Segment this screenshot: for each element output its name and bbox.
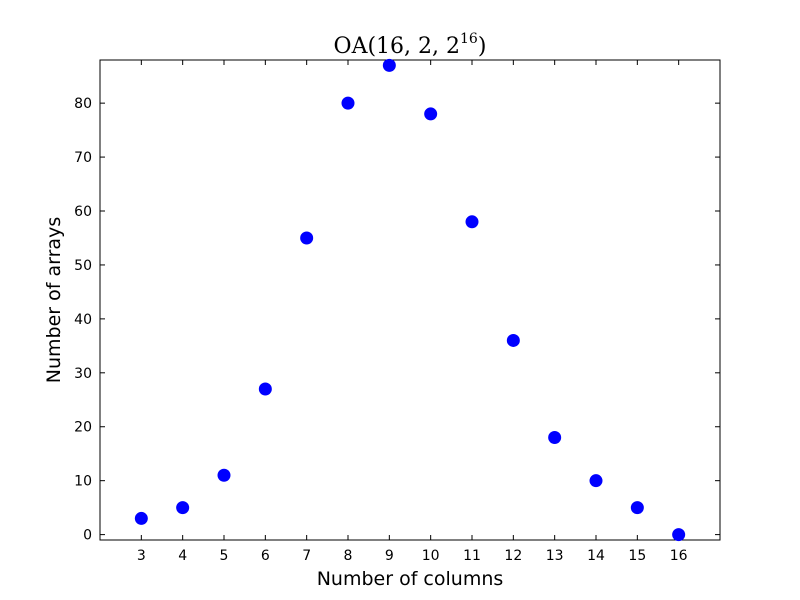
data-point [506,333,520,347]
y-tick-label: 60 [74,204,92,220]
plot-area: 3 4 5 6 7 8 9 10 11 12 13 14 15 16 0 10 20 30 40 50 60 70 80 [74,58,721,564]
data-point [424,107,438,121]
x-axis-label: Number of columns [317,568,504,590]
chart-title: OA(16, 2, 216) [334,31,487,59]
x-tick-label: 16 [670,548,688,564]
data-point [589,474,603,488]
x-tick-label: 4 [178,548,187,564]
chart-title-close: ) [478,34,487,59]
plot-frame [99,59,721,541]
x-tick-label: 5 [220,548,229,564]
data-point [548,431,562,445]
data-point [465,215,479,229]
x-tick-label: 10 [422,548,440,564]
y-tick-label: 40 [74,312,92,328]
x-tick-label: 14 [587,548,605,564]
x-tick-label: 12 [504,548,522,564]
y-tick-label: 70 [74,150,92,166]
data-point [382,58,396,72]
data-point [300,231,314,245]
x-tick-label: 7 [302,548,311,564]
data-point [176,501,190,515]
y-tick-label: 20 [74,420,92,436]
chart-title-superscript: 16 [460,31,478,47]
x-tick-label: 11 [463,548,481,564]
data-point [217,468,231,482]
y-tick-label: 30 [74,366,92,382]
y-tick-label: 0 [83,528,92,544]
y-tick-label: 80 [74,96,92,112]
x-tick-label: 3 [137,548,146,564]
y-axis-label: Number of arrays [43,217,65,383]
data-point [134,511,148,525]
x-tick-label: 6 [261,548,270,564]
x-tick-label: 13 [546,548,564,564]
y-tick-label: 50 [74,258,92,274]
x-tick-label: 15 [628,548,646,564]
data-point [258,382,272,396]
y-tick-label: 10 [74,474,92,490]
data-point [672,528,686,542]
data-point [341,96,355,110]
x-tick-label: 9 [385,548,394,564]
chart-title-base: OA(16, 2, 2 [334,34,460,59]
data-point [630,501,644,515]
x-tick-label: 8 [344,548,353,564]
